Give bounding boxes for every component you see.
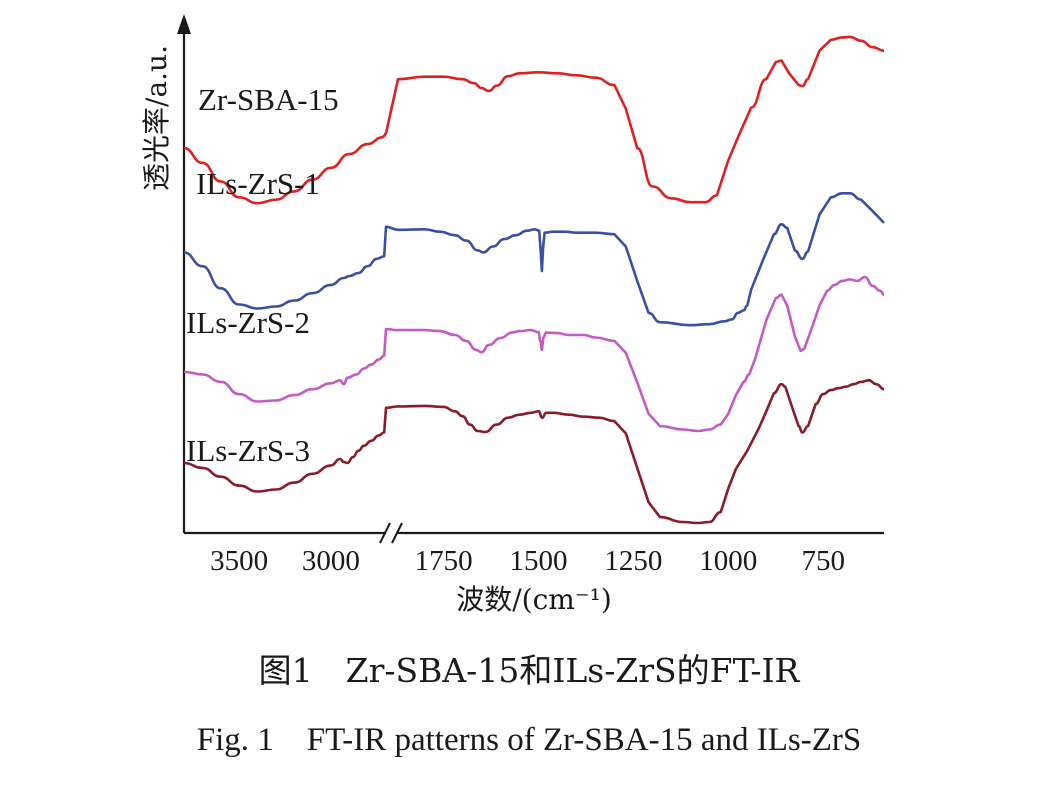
chart-axes [177, 14, 884, 544]
y-axis-title: 透光率/a.u. [140, 45, 173, 191]
x-tick-label: 1000 [699, 545, 757, 577]
series-label-ils-zrs-1: ILs-ZrS-1 [196, 166, 320, 201]
series-label-zr-sba-15: Zr-SBA-15 [198, 82, 339, 117]
axis-break-mark-2 [391, 522, 403, 544]
x-tick-label: 3000 [302, 545, 360, 577]
x-tick-label: 1750 [415, 545, 473, 577]
x-tick-label: 750 [802, 545, 846, 577]
y-axis-arrow [177, 14, 191, 34]
series-group [183, 35, 885, 525]
figure-caption-english: Fig. 1 FT-IR patterns of Zr-SBA-15 and I… [196, 722, 862, 758]
x-tick-label: 1250 [604, 545, 662, 577]
x-tick-label: 1500 [510, 545, 568, 577]
series-line-ils-zrs-3 [183, 379, 885, 525]
series-label-ils-zrs-2: ILs-ZrS-2 [186, 305, 310, 340]
x-axis-title: 波数/(cm⁻¹) [456, 583, 612, 616]
series-label-ils-zrs-3: ILs-ZrS-3 [186, 433, 310, 468]
series-labels: Zr-SBA-15 ILs-ZrS-1 ILs-ZrS-2 ILs-ZrS-3 [186, 82, 339, 468]
series-line-zr-sba-15 [183, 35, 885, 205]
series-line-ils-zrs-2 [183, 275, 885, 433]
axis-break-mark-1 [379, 522, 391, 544]
x-tick-labels: 3500 3000 1750 1500 1250 1000 750 [210, 545, 845, 577]
x-tick-label: 3500 [210, 545, 268, 577]
ftir-chart: 3500 3000 1750 1500 1250 1000 750 Zr-SBA-15 ILs… [140, 14, 885, 616]
figure-caption-chinese: 图1 Zr-SBA-15和ILs-ZrS的FT-IR [258, 651, 800, 690]
series-line-ils-zrs-1 [183, 192, 885, 327]
